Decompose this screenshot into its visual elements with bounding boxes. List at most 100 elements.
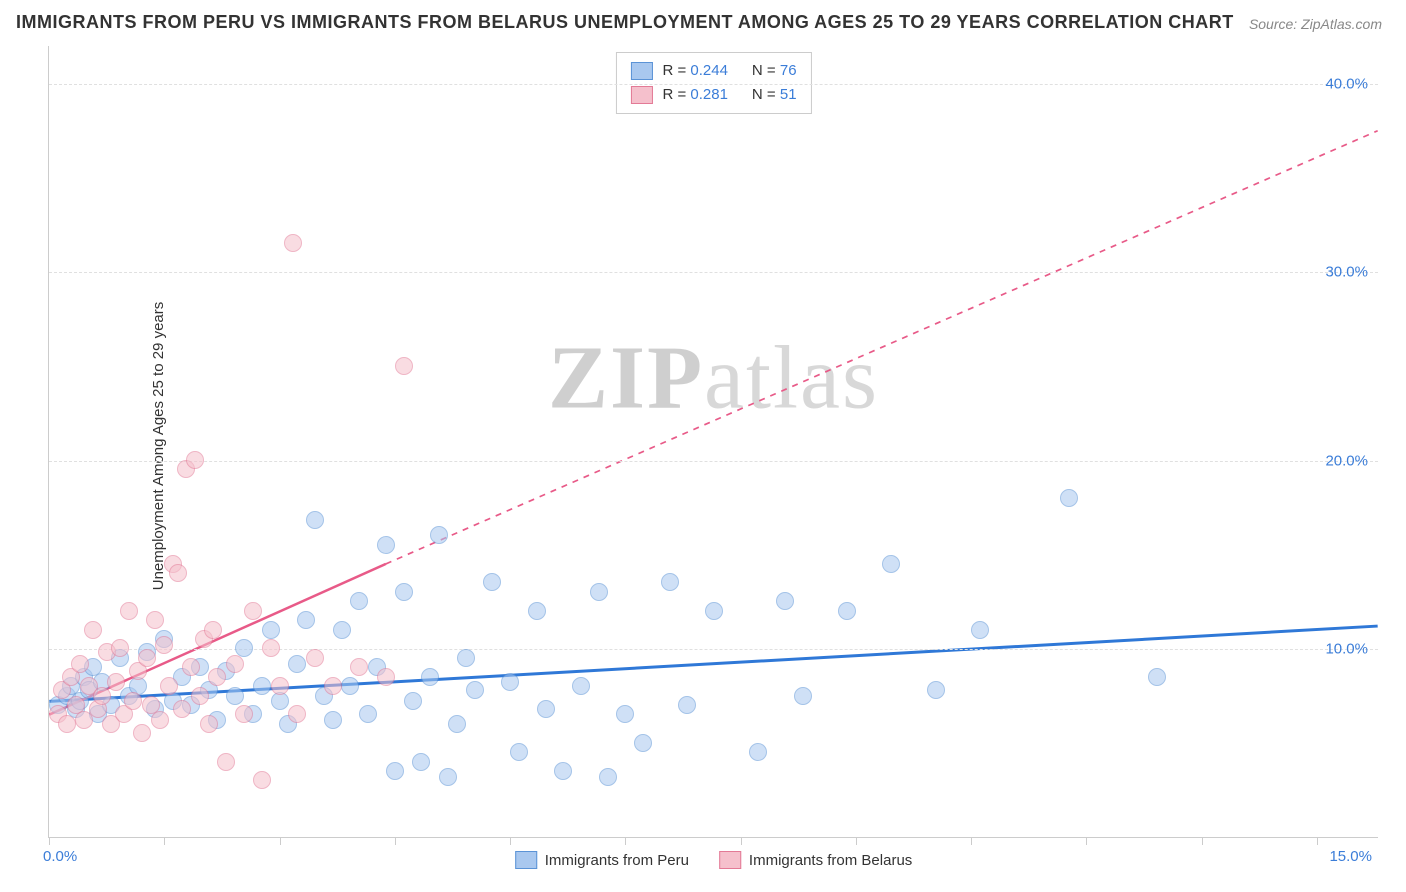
scatter-point: [333, 621, 351, 639]
scatter-point: [288, 705, 306, 723]
scatter-point: [661, 573, 679, 591]
gridline: [49, 84, 1378, 85]
trend-line: [49, 626, 1377, 701]
y-tick-label: 40.0%: [1325, 75, 1368, 92]
scatter-point: [133, 724, 151, 742]
scatter-point: [776, 592, 794, 610]
scatter-point: [430, 526, 448, 544]
scatter-point: [253, 771, 271, 789]
x-axis-max-label: 15.0%: [1329, 848, 1372, 865]
legend-row: R = 0.244N = 76: [630, 59, 796, 83]
scatter-point: [386, 762, 404, 780]
y-tick-label: 20.0%: [1325, 452, 1368, 469]
scatter-point: [111, 639, 129, 657]
scatter-point: [350, 658, 368, 676]
scatter-point: [204, 621, 222, 639]
scatter-point: [457, 649, 475, 667]
watermark-bold: ZIP: [548, 329, 704, 428]
legend-item: Immigrants from Peru: [515, 851, 689, 869]
scatter-point: [306, 511, 324, 529]
scatter-point: [554, 762, 572, 780]
scatter-point: [200, 715, 218, 733]
scatter-point: [350, 592, 368, 610]
scatter-point: [927, 681, 945, 699]
r-stat: R = 0.244: [662, 59, 727, 83]
legend-swatch: [515, 851, 537, 869]
x-tick: [280, 837, 281, 845]
scatter-point: [501, 673, 519, 691]
scatter-point: [284, 234, 302, 252]
scatter-point: [705, 602, 723, 620]
scatter-point: [151, 711, 169, 729]
scatter-point: [971, 621, 989, 639]
scatter-point: [359, 705, 377, 723]
scatter-point: [324, 677, 342, 695]
legend-swatch: [630, 62, 652, 80]
legend-label: Immigrants from Belarus: [749, 852, 912, 869]
legend-swatch: [630, 86, 652, 104]
scatter-point: [235, 705, 253, 723]
scatter-point: [634, 734, 652, 752]
scatter-point: [749, 743, 767, 761]
scatter-point: [404, 692, 422, 710]
gridline: [49, 461, 1378, 462]
source-attribution: Source: ZipAtlas.com: [1249, 16, 1382, 32]
x-tick: [1317, 837, 1318, 845]
scatter-point: [838, 602, 856, 620]
scatter-point: [186, 451, 204, 469]
scatter-point: [271, 677, 289, 695]
scatter-point: [217, 753, 235, 771]
scatter-point: [146, 611, 164, 629]
scatter-point: [341, 677, 359, 695]
scatter-point: [395, 357, 413, 375]
scatter-point: [616, 705, 634, 723]
scatter-point: [182, 658, 200, 676]
scatter-point: [794, 687, 812, 705]
x-tick: [49, 837, 50, 845]
x-axis-min-label: 0.0%: [43, 848, 77, 865]
legend-swatch: [719, 851, 741, 869]
x-tick: [741, 837, 742, 845]
plot-area: ZIPatlas R = 0.244N = 76R = 0.281N = 51 …: [48, 46, 1378, 838]
scatter-point: [107, 673, 125, 691]
r-stat: R = 0.281: [662, 83, 727, 107]
x-tick: [164, 837, 165, 845]
scatter-point: [226, 655, 244, 673]
scatter-point: [169, 564, 187, 582]
scatter-point: [226, 687, 244, 705]
x-tick: [625, 837, 626, 845]
scatter-point: [528, 602, 546, 620]
scatter-point: [1148, 668, 1166, 686]
scatter-point: [1060, 489, 1078, 507]
scatter-point: [377, 668, 395, 686]
scatter-point: [537, 700, 555, 718]
scatter-point: [93, 687, 111, 705]
scatter-point: [288, 655, 306, 673]
scatter-point: [71, 655, 89, 673]
y-tick-label: 10.0%: [1325, 641, 1368, 658]
scatter-point: [882, 555, 900, 573]
chart-title: IMMIGRANTS FROM PERU VS IMMIGRANTS FROM …: [16, 12, 1234, 33]
watermark-rest: atlas: [704, 329, 879, 428]
scatter-point: [306, 649, 324, 667]
scatter-point: [324, 711, 342, 729]
scatter-point: [173, 700, 191, 718]
scatter-point: [448, 715, 466, 733]
scatter-point: [253, 677, 271, 695]
scatter-point: [377, 536, 395, 554]
watermark: ZIPatlas: [548, 327, 879, 430]
gridline: [49, 272, 1378, 273]
scatter-point: [191, 687, 209, 705]
scatter-point: [208, 668, 226, 686]
x-tick: [1202, 837, 1203, 845]
scatter-point: [262, 639, 280, 657]
scatter-point: [120, 602, 138, 620]
scatter-point: [590, 583, 608, 601]
scatter-point: [124, 692, 142, 710]
scatter-point: [466, 681, 484, 699]
x-tick: [510, 837, 511, 845]
scatter-point: [510, 743, 528, 761]
scatter-point: [58, 715, 76, 733]
scatter-point: [421, 668, 439, 686]
scatter-point: [599, 768, 617, 786]
